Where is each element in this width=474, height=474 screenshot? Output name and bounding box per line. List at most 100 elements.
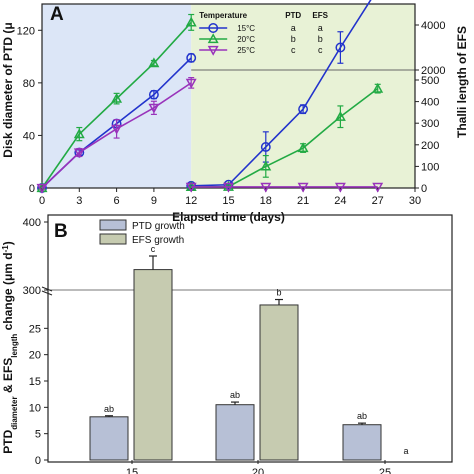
efs-point — [297, 142, 309, 153]
x-axis-label-a: Elapsed time (days) — [172, 210, 285, 224]
legend-col-ptd: PTD — [285, 11, 301, 20]
legend-label: PTD growth — [132, 221, 185, 232]
significance-label: c — [151, 244, 156, 254]
x-tick-label: 15 — [222, 195, 234, 207]
efs-point — [334, 182, 346, 193]
panel-a: 0 3 6 9 12 15 18 21 24 27 30 0 40 80 120 0 100 200 300 40… — [1, 0, 469, 224]
y-tick-label: 15 — [29, 376, 41, 388]
ptd-point — [186, 52, 197, 63]
legend-sig-efs: a — [318, 23, 323, 33]
legend-marker — [207, 33, 219, 44]
y-axis-label-part: diameter — [10, 396, 19, 429]
efs-point — [185, 182, 197, 193]
x-tick-label: 6 — [114, 195, 120, 207]
y-tick-label: 25 — [29, 323, 41, 335]
axis-break-mark — [41, 286, 53, 292]
ptd-point — [185, 16, 197, 27]
ptd-point — [148, 57, 160, 68]
efs-line — [191, 0, 372, 187]
y-axis-label-part: & EFS — [1, 358, 15, 397]
x-tick-label: 27 — [372, 195, 384, 207]
y-tick-label-right: 100 — [421, 161, 439, 173]
y-axis-label-part: length — [10, 334, 19, 358]
y-tick-label-right: 400 — [421, 97, 439, 109]
legend-col-efs: EFS — [312, 11, 328, 20]
x-tick-label: 21 — [297, 195, 309, 207]
efs-point — [260, 160, 272, 171]
bar-ptd — [215, 404, 255, 461]
legend-sig-efs: b — [318, 34, 323, 44]
y-tick-label-right: 200 — [421, 140, 439, 152]
y-tick-label-left: 40 — [23, 130, 35, 142]
efs-point — [335, 42, 346, 53]
significance-label: a — [403, 446, 408, 456]
y-tick-label-right: 300 — [421, 118, 439, 130]
y-tick-label-left: 0 — [29, 183, 35, 195]
efs-point — [260, 182, 272, 193]
efs-point — [260, 142, 271, 152]
legend-swatch — [99, 233, 127, 245]
bar-ptd — [89, 416, 129, 461]
ptd-point — [73, 148, 85, 159]
y-axis-label-part: PTD — [1, 429, 15, 453]
x-tick-label: 0 — [39, 195, 45, 207]
ptd-point — [185, 78, 197, 89]
y-tick-label-right: 2000 — [421, 65, 445, 77]
x-tick-label: 18 — [260, 195, 272, 207]
y-axis-label-part: change — [1, 285, 15, 334]
panel-label-a: A — [50, 4, 64, 25]
panel-b: 0 5 10 15 20 25 300 400 15 20 25 ab ab ab c b a PTD gr… — [1, 214, 453, 474]
y-tick-label: 0 — [35, 455, 41, 467]
y-tick-label-right: 500 — [421, 75, 439, 87]
bar-efs — [259, 304, 299, 461]
ptd-point — [36, 183, 48, 194]
bar-ptd — [342, 424, 382, 461]
legend-title: Temperature — [199, 11, 247, 20]
y-tick-label-left: 80 — [23, 78, 35, 90]
x-tick-label: 15 — [126, 467, 138, 474]
ptd-point — [111, 92, 123, 103]
series-2 — [36, 76, 384, 194]
y-axis-label-left-a: Disk diameter of PTD (μ — [1, 22, 15, 157]
efs-point — [334, 110, 346, 121]
ptd-point — [148, 89, 159, 100]
panel-label-b: B — [54, 221, 68, 242]
legend-sig-ptd: a — [291, 23, 296, 33]
legend-label: EFS growth — [132, 235, 184, 246]
ptd-point — [73, 128, 85, 139]
y-tick-label-right: 4000 — [421, 20, 445, 32]
x-tick-label: 25 — [379, 467, 391, 474]
ptd-point — [148, 103, 160, 114]
legend-sig-efs: c — [318, 45, 323, 55]
legend-sig-ptd: b — [291, 34, 296, 44]
bar-efs — [133, 269, 173, 461]
efs-point — [297, 182, 309, 193]
legend-marker — [208, 23, 219, 33]
y-axis-label-part: -1 — [1, 245, 10, 253]
x-tick-label: 20 — [252, 467, 264, 474]
shaded-region-efs — [191, 4, 415, 188]
y-tick-label: 5 — [35, 429, 41, 441]
x-tick-label: 12 — [185, 195, 197, 207]
legend-label: 20°C — [237, 35, 255, 44]
y-tick-label: 400 — [23, 217, 41, 229]
efs-point — [298, 104, 309, 115]
y-tick-label: 20 — [29, 350, 41, 362]
y-axis-label-b: PTDdiameter & EFSlength change (μm d-1) — [1, 241, 19, 454]
legend-swatch — [99, 219, 127, 231]
significance-label: ab — [104, 404, 114, 414]
x-tick-label: 24 — [334, 195, 346, 207]
legend-marker — [207, 45, 219, 56]
efs-point — [372, 182, 384, 193]
y-tick-label: 300 — [23, 285, 41, 297]
efs-point — [223, 182, 234, 193]
legend-label: 15°C — [237, 24, 255, 33]
legend-label: 25°C — [237, 46, 255, 55]
y-tick-label-right: 0 — [421, 183, 427, 195]
significance-label: b — [276, 288, 281, 298]
legend-sig-ptd: c — [291, 45, 296, 55]
x-tick-label: 30 — [409, 195, 421, 207]
x-tick-label: 9 — [151, 195, 157, 207]
y-tick-label-left: 120 — [17, 25, 35, 37]
